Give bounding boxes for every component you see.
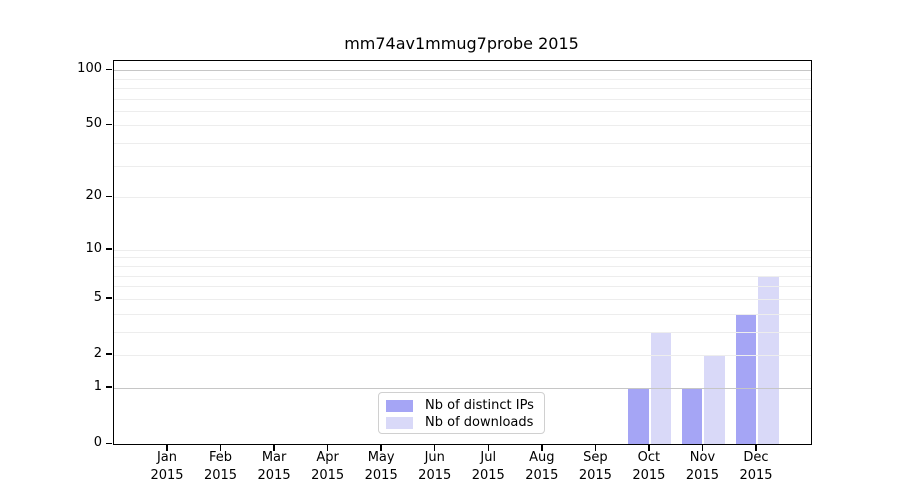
- gridline-8: [114, 265, 811, 267]
- gridline-5: [114, 298, 811, 300]
- gridline-6: [114, 286, 811, 288]
- gridline-3: [114, 331, 811, 333]
- legend-swatch-downloads: [386, 416, 413, 429]
- x-tick-label-dec: Dec 2015: [739, 450, 773, 483]
- gridline-10: [114, 249, 811, 251]
- x-tick-nov: [701, 444, 704, 451]
- y-tick-10: [106, 248, 112, 250]
- gridline-20: [114, 197, 811, 199]
- x-tick-dec: [755, 444, 757, 451]
- x-tick-sep: [594, 444, 597, 451]
- x-tick-label-may: May 2015: [364, 450, 398, 483]
- y-tick-label-2: 2: [93, 345, 102, 361]
- y-tick-20: [106, 195, 112, 198]
- legend-label-distinct-ips: Nb of distinct IPs: [425, 398, 534, 413]
- gridline-50: [114, 125, 811, 127]
- x-tick-label-oct: Oct 2015: [632, 450, 666, 483]
- y-tick-label-1: 1: [93, 378, 102, 394]
- y-tick-label-50: 50: [85, 116, 102, 132]
- x-tick-label-apr: Apr 2015: [311, 450, 345, 483]
- x-tick-label-mar: Mar 2015: [257, 450, 291, 483]
- chart-title: mm74av1mmug7probe 2015: [344, 34, 579, 53]
- x-tick-jul: [487, 444, 490, 451]
- x-tick-label-sep: Sep 2015: [578, 450, 612, 483]
- bar-downloads-nov: [704, 354, 725, 444]
- x-tick-label-feb: Feb 2015: [203, 450, 238, 483]
- bar-distinct-ips-nov: [681, 387, 703, 444]
- x-tick-label-jun: Jun 2015: [418, 450, 452, 483]
- legend: Nb of distinct IPs Nb of downloads: [378, 392, 545, 434]
- x-tick-may: [380, 444, 382, 451]
- bar-downloads-dec: [758, 275, 779, 444]
- bar-distinct-ips-oct: [628, 387, 649, 444]
- gridline-60: [114, 110, 811, 112]
- gridline-4: [114, 313, 811, 315]
- gridline-30: [114, 165, 811, 167]
- x-tick-jan: [166, 444, 168, 451]
- legend-swatch-distinct-ips: [386, 399, 413, 412]
- gridline-7: [114, 275, 811, 277]
- bar-distinct-ips-dec: [735, 313, 756, 444]
- y-tick-2: [106, 353, 112, 355]
- x-tick-label-aug: Aug 2015: [525, 450, 559, 483]
- y-tick-0: [106, 442, 112, 444]
- gridline-2: [114, 354, 811, 356]
- y-tick-label-20: 20: [85, 188, 102, 204]
- y-tick-50: [106, 123, 112, 126]
- x-tick-jun: [433, 444, 436, 451]
- x-tick-aug: [541, 444, 543, 451]
- y-tick-label-5: 5: [93, 289, 102, 305]
- gridline-80: [114, 87, 811, 89]
- y-tick-1: [106, 386, 112, 388]
- y-tick-label-0: 0: [93, 435, 102, 450]
- y-tick-100: [106, 68, 112, 71]
- x-tick-label-jul: Jul 2015: [471, 450, 505, 483]
- y-tick-label-10: 10: [85, 240, 102, 256]
- legend-label-downloads: Nb of downloads: [425, 415, 534, 430]
- gridline-70: [114, 98, 811, 100]
- y-tick-label-100: 100: [77, 61, 102, 77]
- x-tick-feb: [219, 444, 222, 451]
- legend-item-distinct-ips: Nb of distinct IPs: [379, 397, 544, 414]
- plot-area: [113, 60, 812, 445]
- gridline-1: [114, 387, 811, 389]
- gridline-100: [114, 70, 811, 72]
- gridline-9: [114, 257, 811, 259]
- y-tick-5: [106, 297, 112, 299]
- gridline-40: [114, 143, 811, 145]
- x-tick-oct: [648, 444, 650, 451]
- gridline-90: [114, 78, 811, 80]
- x-tick-label-nov: Nov 2015: [685, 450, 719, 483]
- x-tick-mar: [273, 444, 275, 451]
- x-tick-apr: [326, 444, 329, 451]
- x-tick-label-jan: Jan 2015: [150, 450, 184, 483]
- legend-item-downloads: Nb of downloads: [379, 414, 544, 431]
